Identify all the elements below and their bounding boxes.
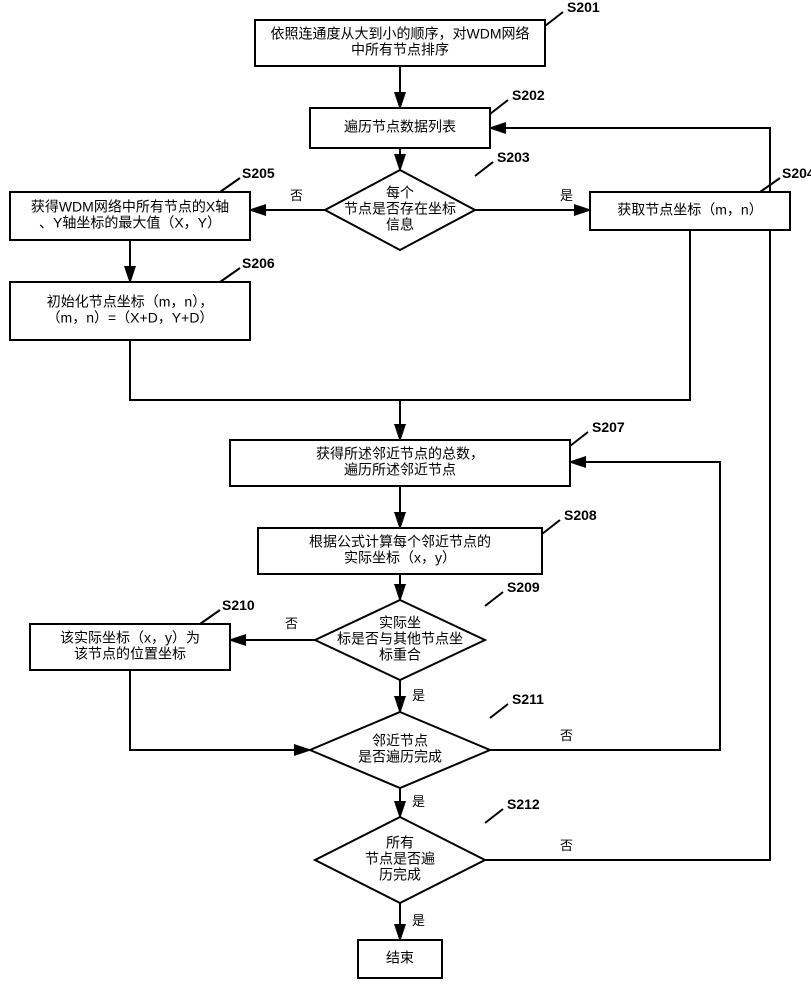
node-s205-line-1: 、Y轴坐标的最大值（X，Y） <box>39 215 221 231</box>
node-end-line-0: 结束 <box>386 950 414 966</box>
label-tick-s207 <box>570 432 588 446</box>
edge-label-14: 否 <box>560 838 573 853</box>
node-s207-line-0: 获得所述邻近节点的总数， <box>316 446 484 462</box>
node-s208-line-1: 实际坐标（x，y） <box>344 550 456 566</box>
label-tick-s201 <box>545 12 563 26</box>
edge-label-12: 否 <box>560 728 573 743</box>
node-s202-label: S202 <box>512 87 545 103</box>
node-s206-line-1: （m，n）=（X+D，Y+D） <box>47 310 214 326</box>
node-s211-label: S211 <box>512 691 544 707</box>
label-tick-s210 <box>200 610 220 624</box>
node-s209-line-1: 标是否与其他节点坐 <box>337 631 463 647</box>
node-s204-line-0: 获取节点坐标（m，n） <box>617 202 762 218</box>
edge-6 <box>130 340 400 400</box>
node-s209-label: S209 <box>507 579 540 595</box>
edge-label-13: 是 <box>412 794 425 809</box>
node-s203-line-2: 信息 <box>386 217 414 233</box>
node-s201-line-0: 依照连通度从大到小的顺序，对WDM网络 <box>271 26 530 42</box>
node-s210-line-0: 该实际坐标（x，y）为 <box>60 630 200 646</box>
flowchart-canvas: 是否否是否是否是依照连通度从大到小的顺序，对WDM网络中所有节点排序S201遍历… <box>0 0 811 1000</box>
label-tick-s211 <box>490 704 508 718</box>
node-s208-line-0: 根据公式计算每个邻近节点的 <box>309 534 491 550</box>
edge-5 <box>400 230 690 440</box>
node-s204-label: S204 <box>782 165 811 181</box>
node-s207-line-1: 遍历所述邻近节点 <box>344 462 456 478</box>
node-s210-label: S210 <box>222 597 255 613</box>
label-tick-s208 <box>542 520 560 534</box>
node-s206-label: S206 <box>242 255 275 271</box>
label-tick-s205 <box>220 178 240 192</box>
label-tick-s209 <box>485 592 503 606</box>
node-s212-label: S212 <box>507 796 540 812</box>
node-s205-label: S205 <box>242 165 275 181</box>
node-s209-line-2: 标重合 <box>379 647 421 663</box>
node-s206-line-0: 初始化节点坐标（m，n）， <box>47 294 213 310</box>
label-tick-s206 <box>220 268 240 282</box>
label-tick-s202 <box>490 100 508 114</box>
node-s203-line-1: 节点是否存在坐标 <box>344 201 456 217</box>
node-s210-line-1: 该节点的位置坐标 <box>74 646 186 662</box>
node-s202-line-0: 遍历节点数据列表 <box>344 119 456 135</box>
node-s211-line-1: 是否遍历完成 <box>358 749 442 765</box>
edge-label-2: 是 <box>560 188 573 203</box>
node-s212-line-2: 历完成 <box>379 867 421 883</box>
node-s203-label: S203 <box>497 149 530 165</box>
edge-label-3: 否 <box>290 188 303 203</box>
node-s205-line-0: 获得WDM网络中所有节点的X轴 <box>31 199 229 215</box>
node-s211-line-0: 邻近节点 <box>372 733 428 749</box>
node-s208-label: S208 <box>564 507 597 523</box>
node-s212-line-0: 所有 <box>386 835 414 851</box>
label-tick-s203 <box>475 162 493 176</box>
node-s201-line-1: 中所有节点排序 <box>351 42 449 58</box>
node-s207-label: S207 <box>592 419 625 435</box>
label-tick-s212 <box>485 809 503 823</box>
edge-label-9: 否 <box>285 616 298 631</box>
node-s212-line-1: 节点是否遍 <box>365 851 435 867</box>
node-s201-label: S201 <box>567 0 600 15</box>
node-s209-line-0: 实际坐 <box>379 615 421 631</box>
edge-label-15: 是 <box>412 913 425 928</box>
edge-label-10: 是 <box>412 688 425 703</box>
node-s203-line-0: 每个 <box>386 185 414 201</box>
edge-11 <box>130 670 310 750</box>
